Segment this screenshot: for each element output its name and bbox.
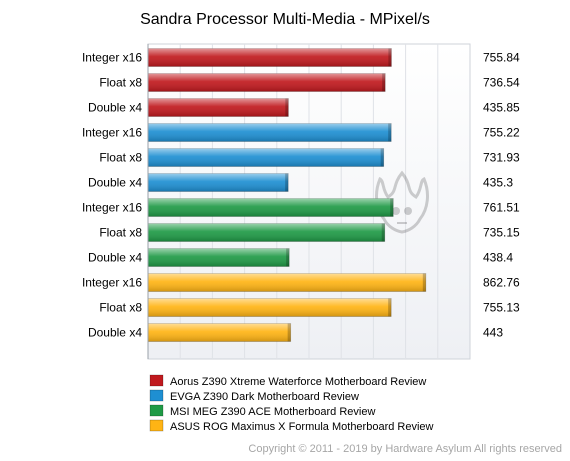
category-label: Float x8 [99, 226, 142, 240]
bar-end-cap [287, 323, 291, 342]
legend-label: ASUS ROG Maximus X Formula Motherboard R… [170, 421, 434, 433]
value-label: 731.93 [483, 151, 520, 165]
category-label: Double x4 [88, 251, 142, 265]
chart-title: Sandra Processor Multi-Media - MPixel/s [140, 11, 430, 28]
legend-label: Aorus Z390 Xtreme Waterforce Motherboard… [170, 376, 426, 388]
category-label: Float x8 [99, 301, 142, 315]
copyright-text: Copyright © 2011 - 2019 by Hardware Asyl… [248, 443, 562, 455]
bar-gloss [148, 248, 290, 267]
bar-gloss [148, 148, 384, 167]
bar-end-cap [285, 98, 289, 117]
watermark-logo-icon [375, 170, 429, 234]
category-label: Integer x16 [82, 51, 142, 65]
bar-end-cap [388, 298, 392, 317]
bar-gloss [148, 173, 289, 192]
bar-gloss [148, 98, 289, 117]
bar-gloss [148, 123, 392, 142]
category-label: Integer x16 [82, 276, 142, 290]
category-labels: Integer x16 Float x8 Double x4 Integer x16 F… [82, 51, 142, 340]
category-label: Double x4 [88, 326, 142, 340]
value-label: 435.85 [483, 101, 520, 115]
category-label: Float x8 [99, 151, 142, 165]
legend-label: EVGA Z390 Dark Motherboard Review [170, 391, 359, 403]
value-label: 438.4 [483, 251, 513, 265]
bar-gloss [148, 73, 386, 92]
bar-gloss [148, 198, 394, 217]
value-label: 735.15 [483, 226, 520, 240]
bar-end-cap [381, 223, 385, 242]
legend-swatch [149, 419, 164, 432]
value-label: 736.54 [483, 76, 520, 90]
legend-label: MSI MEG Z390 ACE Motherboard Review [170, 406, 375, 418]
value-labels: 755.84 736.54 435.85 755.22 731.93 435.3 761.5… [483, 51, 520, 340]
bar-end-cap [388, 123, 392, 142]
category-label: Double x4 [88, 101, 142, 115]
value-label: 435.3 [483, 176, 513, 190]
bar-gloss [148, 223, 385, 242]
legend-swatch [149, 374, 164, 387]
bar-gloss [148, 323, 291, 342]
value-label: 443 [483, 326, 503, 340]
category-label: Integer x16 [82, 126, 142, 140]
legend-swatch [149, 404, 164, 417]
value-label: 755.22 [483, 126, 520, 140]
legend: Aorus Z390 Xtreme Waterforce Motherboard… [149, 374, 434, 433]
value-label: 755.84 [483, 51, 520, 65]
value-label: 755.13 [483, 301, 520, 315]
bar-end-cap [382, 73, 386, 92]
bar-end-cap [422, 273, 426, 292]
value-label: 761.51 [483, 201, 520, 215]
bar-end-cap [286, 248, 290, 267]
bar-gloss [148, 273, 426, 292]
category-label: Float x8 [99, 76, 142, 90]
bar-end-cap [390, 198, 394, 217]
bars [147, 48, 427, 342]
value-label: 862.76 [483, 276, 520, 290]
category-label: Integer x16 [82, 201, 142, 215]
category-label: Double x4 [88, 176, 142, 190]
bar-gloss [148, 48, 392, 67]
bar-gloss [148, 298, 392, 317]
bar-end-cap [388, 48, 392, 67]
bar-end-cap [285, 173, 289, 192]
bar-end-cap [380, 148, 384, 167]
legend-swatch [149, 389, 164, 402]
